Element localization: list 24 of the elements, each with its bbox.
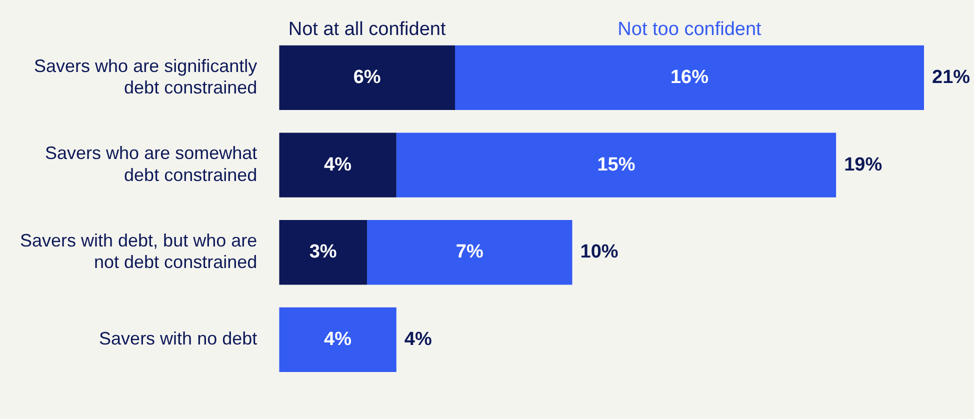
bar [279, 132, 396, 198]
total-label: 21% [932, 66, 970, 88]
series-label: Not at all confident [288, 19, 446, 40]
total-label: 19% [844, 154, 882, 176]
bar [396, 132, 836, 198]
y-tick-label: Savers who are somewhat debt constrained [45, 143, 258, 185]
data-label: 3% [309, 242, 337, 263]
data-label: 4% [324, 154, 352, 176]
bar [279, 307, 396, 372]
bar [455, 45, 924, 110]
total-label: 4% [404, 328, 432, 350]
total-label: 10% [580, 242, 618, 263]
data-label: 16% [670, 66, 709, 88]
y-tick-label: Savers with debt, but who are not debt constrained [20, 230, 258, 272]
data-label: 7% [456, 242, 484, 263]
y-tick-label: Savers who are significantly debt constrained [34, 56, 258, 98]
bar [367, 220, 572, 285]
data-label: 6% [353, 66, 381, 88]
data-label: 4% [324, 328, 352, 350]
data-label: 15% [597, 154, 636, 176]
bar [279, 220, 368, 285]
bar [279, 45, 456, 110]
y-tick-label: Savers with no debt [99, 328, 258, 349]
series-label: Not too confident [618, 19, 762, 40]
